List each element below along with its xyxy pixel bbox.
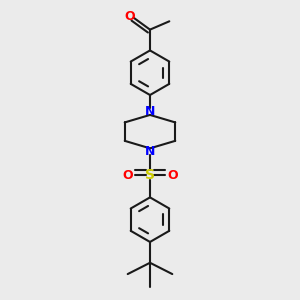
Text: N: N	[145, 105, 155, 118]
Text: O: O	[167, 169, 178, 182]
Text: O: O	[124, 10, 135, 23]
Text: O: O	[122, 169, 133, 182]
Text: S: S	[145, 168, 155, 182]
Text: N: N	[145, 146, 155, 158]
